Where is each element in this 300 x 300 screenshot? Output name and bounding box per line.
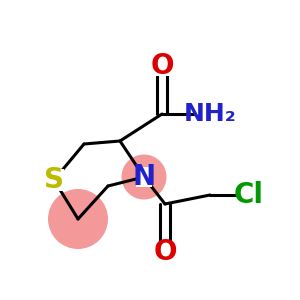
Bar xyxy=(195,103,225,124)
Text: O: O xyxy=(153,238,177,266)
Text: NH₂: NH₂ xyxy=(184,102,236,126)
Circle shape xyxy=(122,154,167,200)
Bar xyxy=(44,169,64,191)
Bar xyxy=(157,242,173,262)
Circle shape xyxy=(48,189,108,249)
Bar xyxy=(238,185,260,205)
Bar xyxy=(154,56,170,76)
Bar xyxy=(136,167,152,187)
Text: N: N xyxy=(132,163,156,191)
Text: S: S xyxy=(44,166,64,194)
Text: Cl: Cl xyxy=(234,181,264,209)
Text: O: O xyxy=(150,52,174,80)
